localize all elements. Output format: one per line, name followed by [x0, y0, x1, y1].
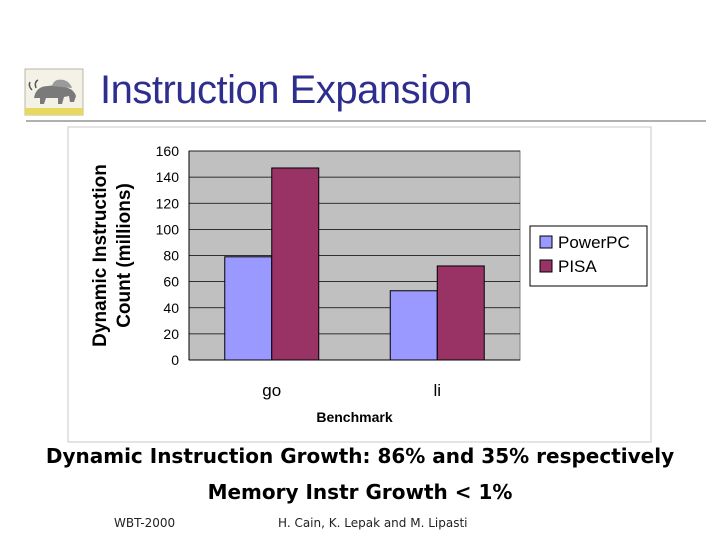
y-tick-label: 40 [163, 300, 179, 316]
y-tick-label: 20 [163, 326, 179, 342]
slide-title: Instruction Expansion [100, 68, 472, 112]
x-axis-label: Benchmark [316, 409, 392, 425]
legend-label-powerpc: PowerPC [558, 233, 630, 252]
y-tick-label: 160 [156, 143, 180, 159]
footer-venue: WBT-2000 [114, 516, 176, 530]
legend-swatch-powerpc [539, 235, 553, 249]
cattle-logo-icon [24, 68, 84, 116]
bar-powerpc-go [224, 256, 273, 361]
x-tick-label: go [262, 381, 281, 400]
y-tick-label: 140 [156, 169, 180, 185]
caption-growth: Dynamic Instruction Growth: 86% and 35% … [45, 444, 675, 468]
legend-label-pisa: PISA [558, 257, 597, 276]
y-tick-label: 0 [171, 352, 179, 368]
y-axis-label: Dynamic Instruction Count (millions) [90, 164, 135, 347]
y-tick-label: 60 [163, 274, 179, 290]
bar-pisa-go [271, 167, 320, 361]
bar-pisa-li [436, 265, 485, 361]
caption-memory: Memory Instr Growth < 1% [207, 480, 513, 504]
y-tick-label: 100 [156, 221, 180, 237]
legend-swatch-pisa [539, 259, 553, 273]
y-tick-label: 80 [163, 248, 179, 264]
title-divider [26, 120, 706, 122]
bar-powerpc-li [389, 290, 438, 361]
y-tick-label: 120 [156, 195, 180, 211]
footer-authors: H. Cain, K. Lepak and M. Lipasti [278, 516, 468, 530]
x-tick-label: li [433, 381, 441, 400]
